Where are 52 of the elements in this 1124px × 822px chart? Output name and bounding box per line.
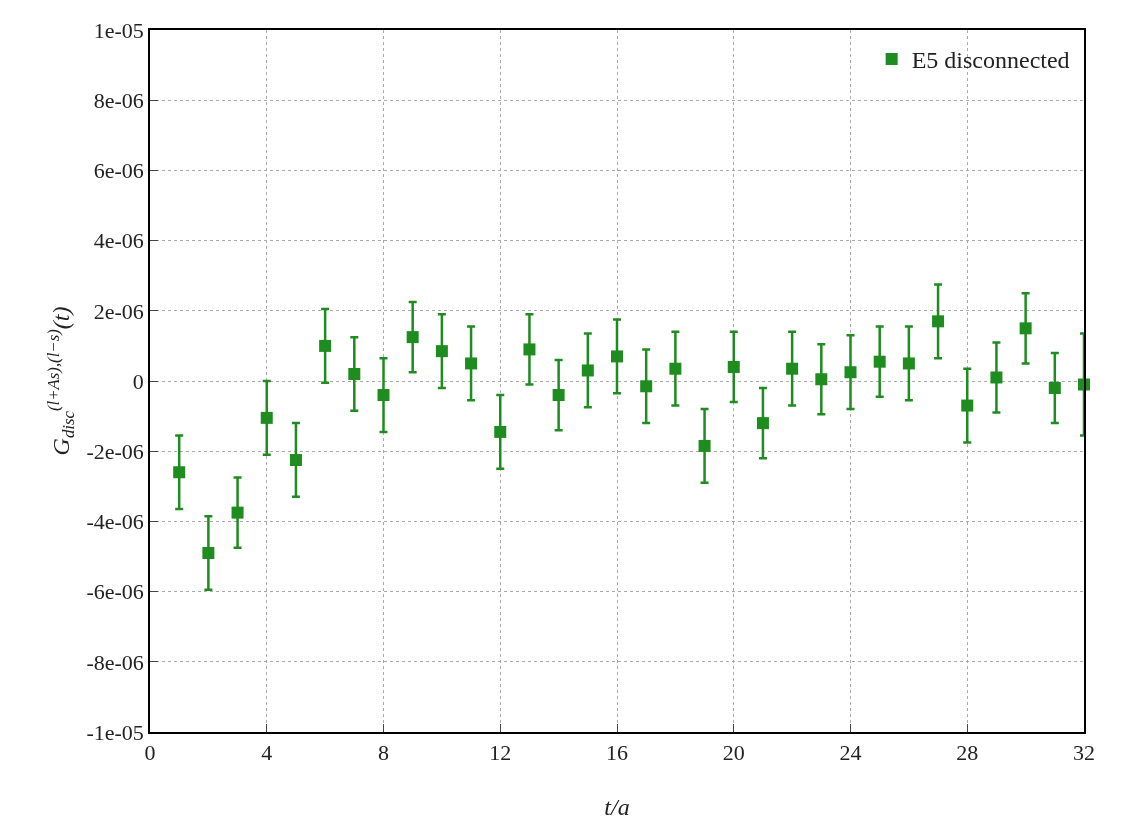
x-tick-label: 20: [722, 740, 745, 766]
legend-label: E5 disconnected: [911, 47, 1070, 74]
point: [260, 411, 273, 424]
point: [1019, 322, 1032, 335]
point: [377, 389, 390, 402]
x-tick-label: 8: [378, 740, 389, 766]
point: [406, 331, 419, 344]
x-tick-label: 32: [1073, 740, 1095, 766]
y-tick-label: -8e-06: [86, 649, 144, 675]
point: [669, 362, 682, 375]
point: [902, 357, 915, 370]
x-tick-label: 28: [956, 740, 979, 766]
point: [523, 343, 536, 356]
point: [932, 315, 945, 328]
y-tick-label: 2e-06: [93, 298, 144, 324]
y-tick-label: 8e-06: [93, 87, 144, 113]
point: [1048, 382, 1061, 395]
y-tick-label: -4e-06: [86, 509, 144, 535]
y-tick-label: -1e-05: [86, 719, 144, 745]
y-tick-label: 6e-06: [93, 158, 144, 184]
point: [435, 345, 448, 358]
y-tick-label: -6e-06: [86, 579, 144, 605]
point: [961, 399, 974, 412]
point: [640, 380, 653, 393]
y-tick-label: 1e-05: [93, 17, 144, 43]
point: [202, 546, 215, 559]
point: [727, 360, 740, 373]
point: [173, 466, 186, 479]
y-tick-label: -2e-06: [86, 438, 144, 464]
point: [990, 371, 1003, 384]
point: [844, 366, 857, 379]
point: [348, 367, 361, 380]
point: [552, 389, 565, 402]
point: [494, 425, 507, 438]
point: [465, 357, 478, 370]
point: [319, 339, 332, 352]
x-tick-label: 16: [606, 740, 628, 766]
point: [786, 362, 799, 375]
x-axis-title: t/a: [604, 793, 630, 820]
point: [611, 350, 623, 363]
x-tick-label: 4: [261, 740, 273, 766]
y-tick-label: 0: [132, 368, 144, 394]
point: [873, 355, 886, 368]
point: [231, 506, 244, 519]
x-tick-label: 24: [839, 740, 862, 766]
point: [581, 364, 594, 377]
point: [815, 373, 828, 386]
point: [698, 439, 711, 452]
x-tick-label: 12: [489, 740, 512, 766]
point: [289, 453, 302, 466]
point: [756, 417, 769, 430]
y-tick-label: 4e-06: [93, 228, 144, 254]
